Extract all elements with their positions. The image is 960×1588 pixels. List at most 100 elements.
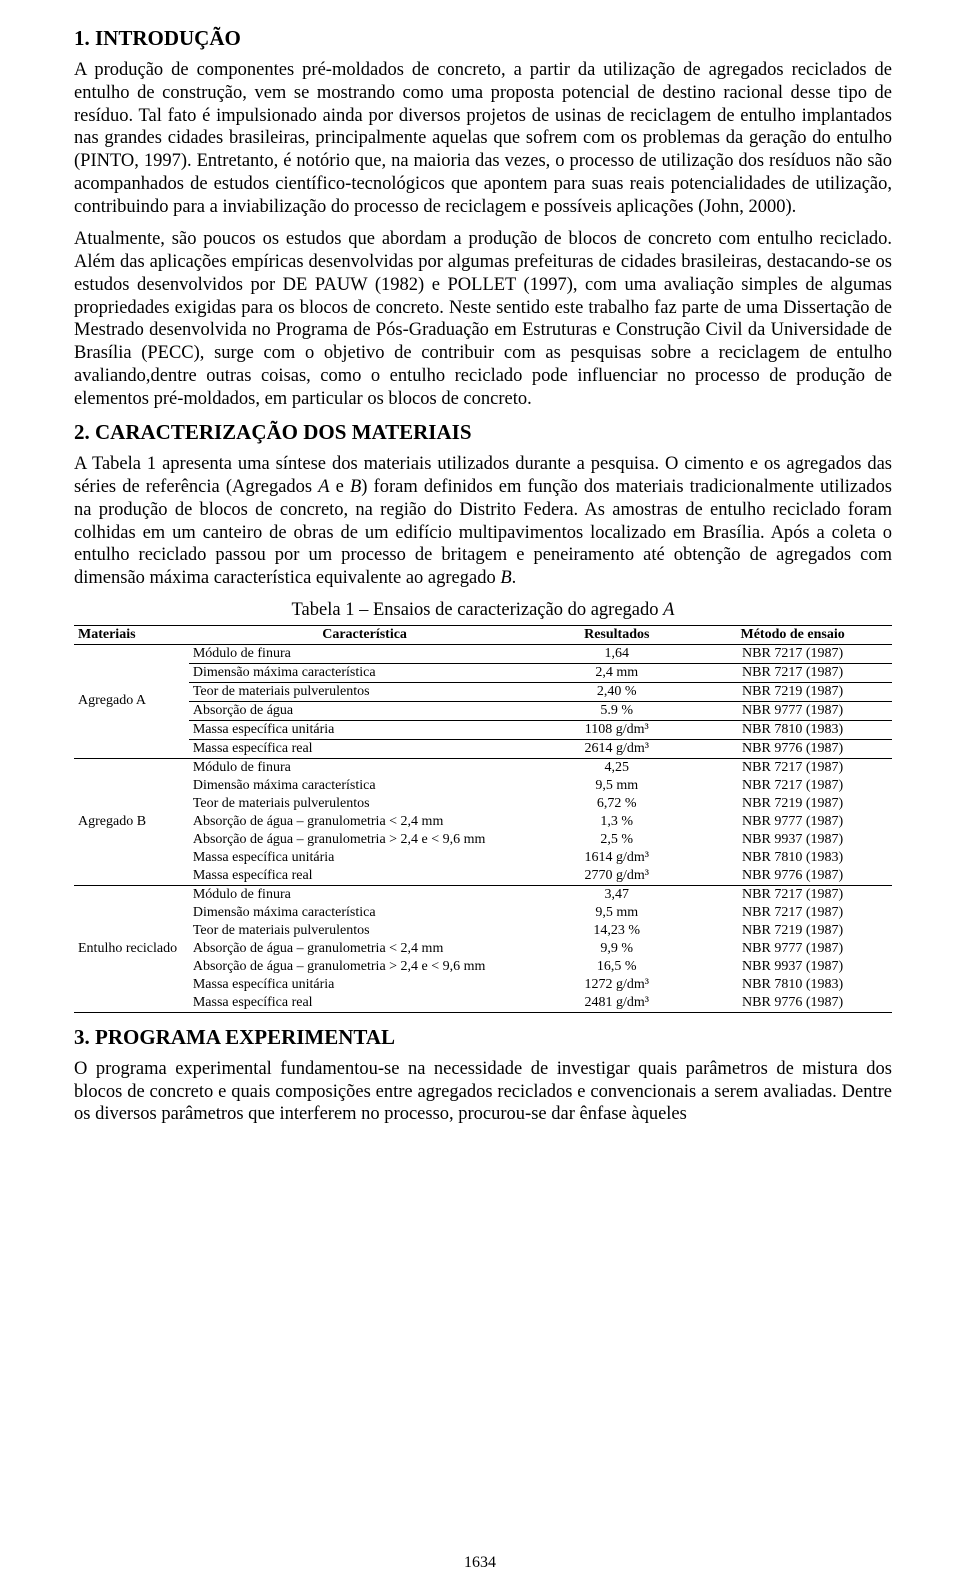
cell-method: NBR 7810 (1983)	[693, 976, 892, 994]
cell-method: NBR 7219 (1987)	[693, 682, 892, 701]
table-row: Absorção de água – granulometria < 2,4 m…	[74, 940, 892, 958]
cell-result: 16,5 %	[540, 958, 693, 976]
cell-characteristic: Massa específica unitária	[189, 720, 540, 739]
section3-paragraph1: O programa experimental fundamentou-se n…	[74, 1058, 892, 1126]
cell-result: 2614 g/dm³	[540, 739, 693, 758]
cell-method: NBR 7217 (1987)	[693, 885, 892, 904]
italic-B: B	[350, 477, 361, 497]
section3-heading: 3. PROGRAMA EXPERIMENTAL	[74, 1025, 892, 1050]
cell-characteristic: Dimensão máxima característica	[189, 777, 540, 795]
th-materiais: Materiais	[74, 625, 189, 644]
cell-characteristic: Teor de materiais pulverulentos	[189, 795, 540, 813]
page-number: 1634	[0, 1554, 960, 1572]
th-caracteristica: Característica	[189, 625, 540, 644]
cell-result: 2481 g/dm³	[540, 994, 693, 1013]
cell-characteristic: Absorção de água – granulometria < 2,4 m…	[189, 940, 540, 958]
table-row: Massa específica unitária1272 g/dm³NBR 7…	[74, 976, 892, 994]
cell-method: NBR 9777 (1987)	[693, 701, 892, 720]
table-header-row: Materiais Característica Resultados Méto…	[74, 625, 892, 644]
section1-paragraph2: Atualmente, são poucos os estudos que ab…	[74, 228, 892, 410]
material-label: Agregado B	[74, 758, 189, 885]
page: 1. INTRODUÇÃO A produção de componentes …	[0, 0, 960, 1588]
cell-method: NBR 9776 (1987)	[693, 867, 892, 886]
table-row: Massa específica unitária1108 g/dm³NBR 7…	[74, 720, 892, 739]
materials-table: Materiais Característica Resultados Méto…	[74, 625, 892, 1013]
table-caption: Tabela 1 – Ensaios de caracterização do …	[74, 600, 892, 621]
caption-pre: Tabela 1 – Ensaios de caracterização do …	[292, 600, 664, 620]
cell-characteristic: Dimensão máxima característica	[189, 904, 540, 922]
cell-characteristic: Massa específica unitária	[189, 849, 540, 867]
italic-A: A	[318, 477, 329, 497]
table-row: Teor de materiais pulverulentos2,40 %NBR…	[74, 682, 892, 701]
table-row: Massa específica real2770 g/dm³NBR 9776 …	[74, 867, 892, 886]
cell-characteristic: Massa específica unitária	[189, 976, 540, 994]
cell-method: NBR 7217 (1987)	[693, 644, 892, 663]
cell-characteristic: Massa específica real	[189, 994, 540, 1013]
cell-method: NBR 7217 (1987)	[693, 777, 892, 795]
cell-method: NBR 9937 (1987)	[693, 831, 892, 849]
cell-result: 6,72 %	[540, 795, 693, 813]
table-row: Absorção de água – granulometria > 2,4 e…	[74, 831, 892, 849]
table-row: Absorção de água – granulometria < 2,4 m…	[74, 813, 892, 831]
cell-characteristic: Absorção de água – granulometria < 2,4 m…	[189, 813, 540, 831]
cell-method: NBR 7217 (1987)	[693, 663, 892, 682]
cell-characteristic: Teor de materiais pulverulentos	[189, 682, 540, 701]
cell-characteristic: Absorção de água – granulometria > 2,4 e…	[189, 958, 540, 976]
cell-characteristic: Dimensão máxima característica	[189, 663, 540, 682]
cell-characteristic: Absorção de água	[189, 701, 540, 720]
cell-characteristic: Módulo de finura	[189, 885, 540, 904]
cell-method: NBR 9777 (1987)	[693, 940, 892, 958]
table-body: Agregado AMódulo de finura1,64NBR 7217 (…	[74, 644, 892, 1012]
section2-p-end: .	[512, 568, 517, 588]
cell-result: 9,9 %	[540, 940, 693, 958]
cell-method: NBR 7219 (1987)	[693, 922, 892, 940]
table-row: Teor de materiais pulverulentos6,72 %NBR…	[74, 795, 892, 813]
cell-method: NBR 9777 (1987)	[693, 813, 892, 831]
italic-B2: B	[500, 568, 511, 588]
table-row: Dimensão máxima característica9,5 mmNBR …	[74, 777, 892, 795]
cell-method: NBR 9937 (1987)	[693, 958, 892, 976]
cell-characteristic: Teor de materiais pulverulentos	[189, 922, 540, 940]
material-label: Entulho reciclado	[74, 885, 189, 1012]
section1-paragraph1: A produção de componentes pré-moldados d…	[74, 59, 892, 218]
table-row: Teor de materiais pulverulentos14,23 %NB…	[74, 922, 892, 940]
table-row: Agregado BMódulo de finura4,25NBR 7217 (…	[74, 758, 892, 777]
cell-result: 14,23 %	[540, 922, 693, 940]
cell-characteristic: Módulo de finura	[189, 644, 540, 663]
cell-characteristic: Absorção de água – granulometria > 2,4 e…	[189, 831, 540, 849]
caption-italic: A	[663, 600, 674, 620]
table-row: Absorção de água – granulometria > 2,4 e…	[74, 958, 892, 976]
table-row: Massa específica real2614 g/dm³NBR 9776 …	[74, 739, 892, 758]
cell-result: 3,47	[540, 885, 693, 904]
cell-result: 9,5 mm	[540, 777, 693, 795]
cell-method: NBR 7217 (1987)	[693, 904, 892, 922]
cell-result: 2,5 %	[540, 831, 693, 849]
table-row: Agregado AMódulo de finura1,64NBR 7217 (…	[74, 644, 892, 663]
cell-result: 1272 g/dm³	[540, 976, 693, 994]
section2-p-mid1: e	[330, 477, 350, 497]
section1-heading: 1. INTRODUÇÃO	[74, 26, 892, 51]
cell-characteristic: Massa específica real	[189, 867, 540, 886]
cell-characteristic: Módulo de finura	[189, 758, 540, 777]
th-resultados: Resultados	[540, 625, 693, 644]
cell-result: 1,64	[540, 644, 693, 663]
cell-method: NBR 9776 (1987)	[693, 739, 892, 758]
cell-result: 4,25	[540, 758, 693, 777]
cell-characteristic: Massa específica real	[189, 739, 540, 758]
cell-method: NBR 7810 (1983)	[693, 849, 892, 867]
cell-result: 2,4 mm	[540, 663, 693, 682]
material-label: Agregado A	[74, 644, 189, 758]
cell-method: NBR 7810 (1983)	[693, 720, 892, 739]
table-row: Absorção de água5.9 %NBR 9777 (1987)	[74, 701, 892, 720]
cell-result: 5.9 %	[540, 701, 693, 720]
table-row: Massa específica unitária1614 g/dm³NBR 7…	[74, 849, 892, 867]
th-metodo: Método de ensaio	[693, 625, 892, 644]
table-row: Dimensão máxima característica9,5 mmNBR …	[74, 904, 892, 922]
cell-method: NBR 7217 (1987)	[693, 758, 892, 777]
cell-result: 2,40 %	[540, 682, 693, 701]
cell-result: 1108 g/dm³	[540, 720, 693, 739]
table-row: Massa específica real2481 g/dm³NBR 9776 …	[74, 994, 892, 1013]
cell-result: 2770 g/dm³	[540, 867, 693, 886]
cell-method: NBR 7219 (1987)	[693, 795, 892, 813]
section2-heading: 2. CARACTERIZAÇÃO DOS MATERIAIS	[74, 420, 892, 445]
